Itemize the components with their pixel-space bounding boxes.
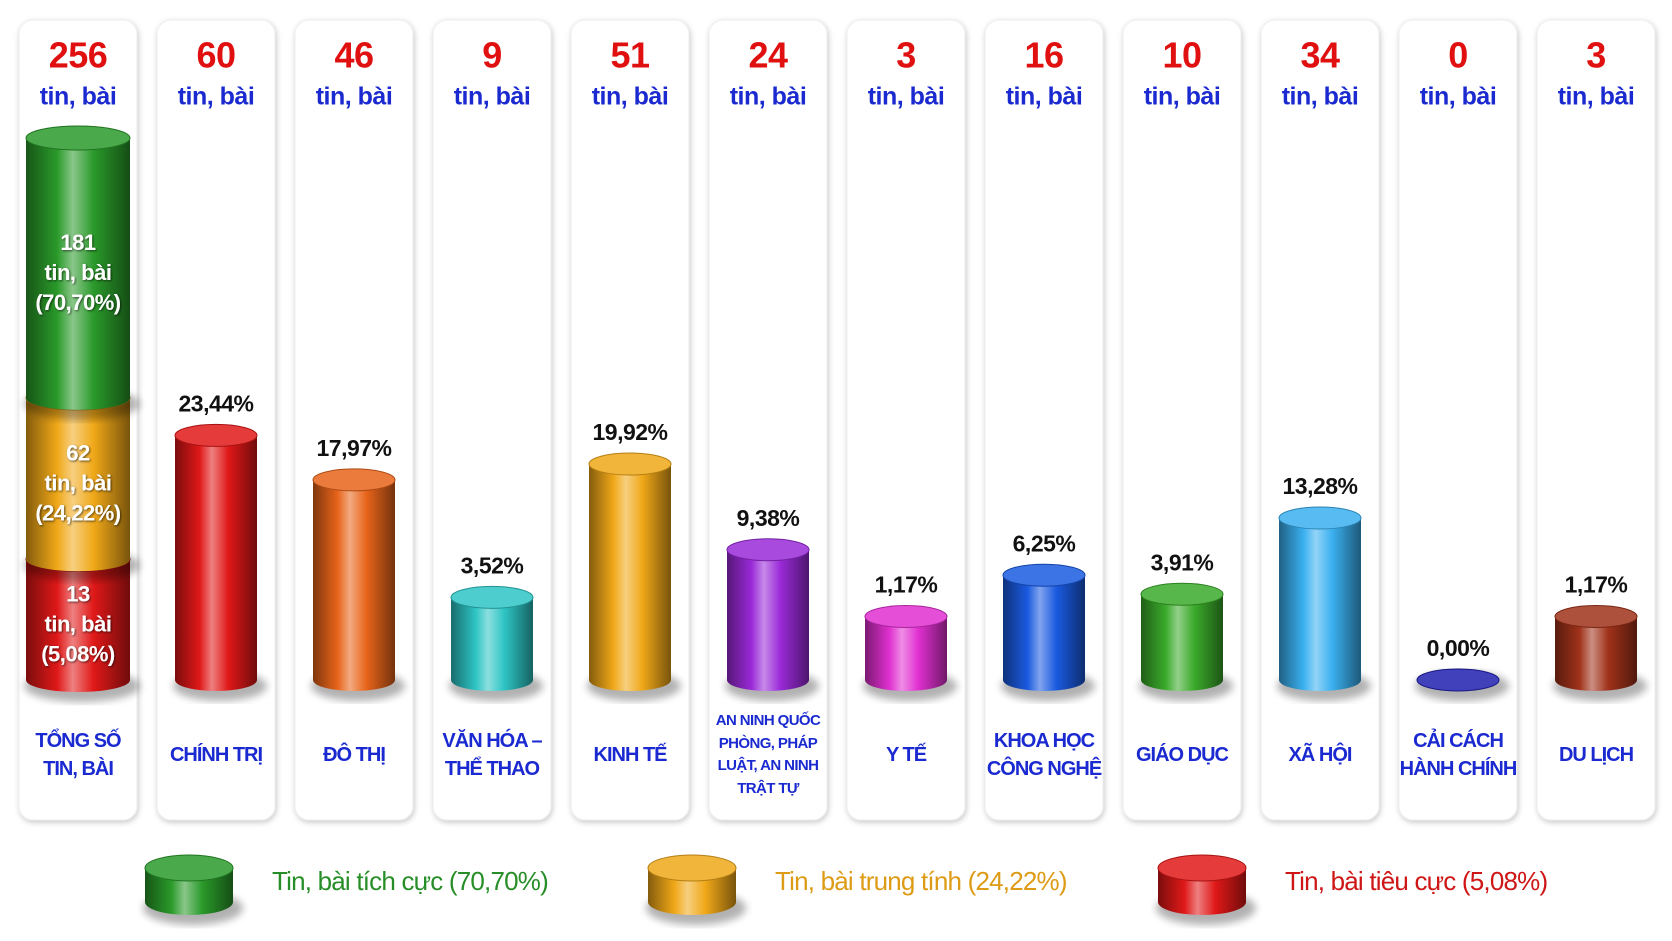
bar [1003, 575, 1085, 680]
category-label: AN NINH QUỐC PHÒNG, PHÁP LUẬT, AN NINH T… [715, 712, 821, 797]
bar [175, 435, 257, 680]
unit-label: tin, bài [40, 83, 117, 111]
count-label: 3 [1586, 35, 1606, 76]
bar-cap [588, 452, 672, 476]
legend-label: Tin, bài tích cực (70,70%) [272, 866, 549, 896]
bar-cap [144, 854, 234, 882]
segment-percent: (24,22%) [35, 500, 120, 525]
bar-cap [1002, 563, 1086, 587]
count-label: 24 [748, 35, 788, 76]
unit-label: tin, bài [868, 83, 945, 111]
segment-unit: tin, bài [45, 470, 112, 495]
category-label: CẢI CÁCH HÀNH CHÍNH [1399, 730, 1518, 780]
bar-cap [726, 538, 810, 562]
bar [589, 464, 671, 680]
bar-cap [1416, 668, 1500, 692]
category-label: KINH TẾ [593, 744, 668, 766]
unit-label: tin, bài [1144, 83, 1221, 111]
value-label: 9,38% [737, 505, 800, 531]
segment-unit: tin, bài [45, 611, 112, 636]
count-label: 46 [334, 35, 373, 76]
value-label: 19,92% [592, 419, 667, 445]
bar [1141, 594, 1223, 680]
bar-cap [647, 854, 737, 882]
unit-label: tin, bài [1282, 83, 1359, 111]
count-label: 60 [196, 35, 235, 76]
bar-cap [312, 468, 396, 492]
legend-label: Tin, bài trung tính (24,22%) [775, 866, 1068, 896]
bar [451, 597, 533, 680]
unit-label: tin, bài [1558, 83, 1635, 111]
unit-label: tin, bài [1006, 83, 1083, 111]
bar-cap [450, 585, 534, 609]
segment-percent: (70,70%) [35, 290, 120, 315]
category-label: DU LỊCH [1558, 744, 1634, 766]
value-label: 23,44% [178, 391, 253, 417]
unit-label: tin, bài [316, 83, 393, 111]
value-label: 6,25% [1013, 530, 1076, 556]
legend-label: Tin, bài tiêu cực (5,08%) [1285, 866, 1548, 896]
count-label: 0 [1448, 35, 1468, 76]
count-label: 51 [610, 35, 650, 76]
bar-cap [1278, 506, 1362, 530]
bar-cap [25, 125, 131, 151]
category-label: CHÍNH TRỊ [169, 744, 263, 766]
segment-unit: tin, bài [45, 260, 112, 285]
count-label: 9 [482, 35, 502, 76]
unit-label: tin, bài [1420, 83, 1497, 111]
bar-cap [864, 604, 948, 628]
value-label: 17,97% [316, 435, 391, 461]
bar [727, 549, 809, 680]
value-label: 3,52% [461, 552, 524, 578]
category-label: XÃ HỘI [1288, 744, 1353, 766]
segment-count: 181 [60, 230, 95, 255]
bar [313, 479, 395, 680]
bar-cap [1140, 582, 1224, 606]
category-label: ĐÔ THỊ [323, 744, 386, 766]
value-label: 0,00% [1427, 635, 1490, 661]
segment-count: 13 [66, 581, 90, 606]
unit-label: tin, bài [592, 83, 669, 111]
category-label: VĂN HÓA – THỂ THAO [442, 730, 542, 780]
bar [26, 397, 130, 560]
count-label: 10 [1162, 35, 1201, 76]
bar [26, 138, 130, 398]
value-label: 1,17% [1565, 572, 1628, 598]
count-label: 16 [1024, 35, 1063, 76]
category-label: Y TẾ [885, 744, 927, 766]
segment-percent: (5,08%) [41, 641, 115, 666]
count-label: 3 [896, 35, 916, 76]
unit-label: tin, bài [178, 83, 255, 111]
value-label: 3,91% [1151, 549, 1214, 575]
count-label: 34 [1300, 35, 1340, 76]
count-label: 256 [49, 35, 108, 76]
segment-count: 62 [66, 440, 90, 465]
bar-cap [1554, 604, 1638, 628]
category-label: GIÁO DỤC [1136, 744, 1229, 766]
category-label: KHOA HỌC CÔNG NGHỆ [986, 730, 1102, 780]
bar-cap [174, 423, 258, 447]
value-label: 1,17% [875, 572, 938, 598]
value-label: 13,28% [1282, 473, 1357, 499]
bar [1279, 518, 1361, 680]
unit-label: tin, bài [454, 83, 531, 111]
bar-cap [1157, 854, 1247, 882]
category-label: TỔNG SỐ TIN, BÀI [35, 730, 121, 780]
unit-label: tin, bài [730, 83, 807, 111]
column-card [1398, 19, 1518, 821]
